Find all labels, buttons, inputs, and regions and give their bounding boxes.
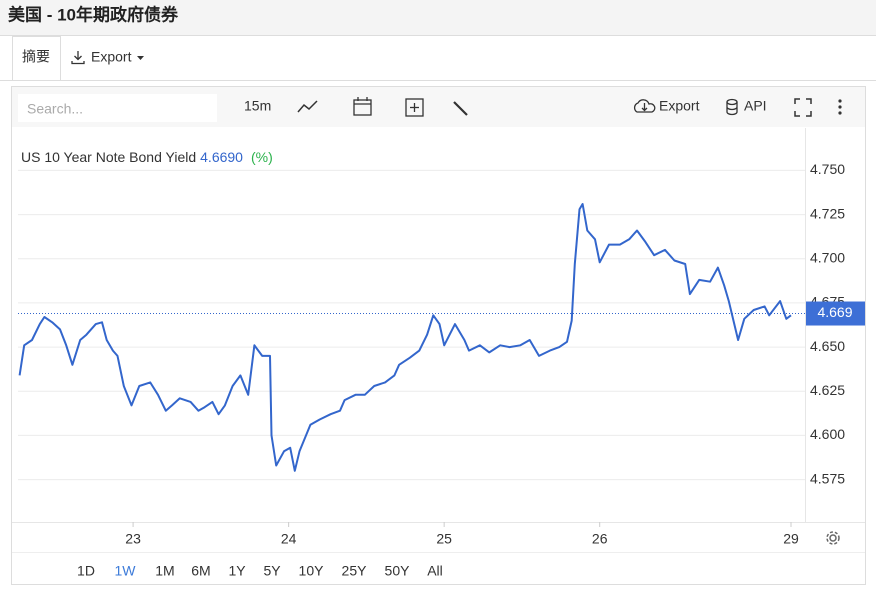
range-button[interactable]: 1M [155,563,174,579]
settings-tool-icon[interactable] [453,101,468,116]
dropdown-caret[interactable] [137,56,144,60]
add-indicator-icon[interactable] [405,98,424,117]
export-button[interactable]: Export [659,98,700,114]
search-input[interactable] [18,94,217,122]
api-button[interactable]: API [744,98,767,114]
current-price-box [806,301,865,326]
interval-button[interactable]: 15m [244,98,271,114]
y-tick-label: 4.625 [810,382,845,398]
range-button[interactable]: 10Y [299,563,325,579]
header-bar [0,0,876,35]
range-button[interactable]: 50Y [385,563,411,579]
download-icon[interactable] [71,51,85,65]
export-icon[interactable] [633,99,656,113]
calendar-icon[interactable] [353,97,372,116]
range-buttons: 1D 1W 1M 6M 1Y 5Y 10Y 25Y 50Y All [77,563,443,579]
y-tick-label: 4.600 [810,426,845,442]
series-line [18,203,792,472]
gear-icon[interactable] [826,531,840,545]
y-tick-label: 4.650 [810,338,845,354]
x-tick-label: 26 [592,531,608,547]
tab-summary[interactable] [12,36,61,81]
x-tick-label: 29 [783,531,799,547]
range-button[interactable]: All [427,563,443,579]
series-name: US 10 Year Note Bond Yield [21,149,196,165]
range-button[interactable]: 5Y [263,563,281,579]
plot: 4.5754.6004.6254.6504.6754.7004.7254.750… [18,161,865,547]
y-tick-label: 4.725 [810,205,845,221]
range-button[interactable]: 25Y [342,563,368,579]
x-tick-label: 24 [281,531,297,547]
current-price-label: 4.669 [817,304,852,320]
y-tick-label: 4.700 [810,249,845,265]
legend-unit: (%) [251,149,273,165]
search-placeholder[interactable]: Search... [27,101,83,117]
tab-label[interactable]: 摘要 [22,49,50,65]
api-icon[interactable] [726,98,738,116]
range-button[interactable]: 1D [77,563,95,579]
x-tick-label: 23 [125,531,141,547]
range-button[interactable]: 6M [191,563,210,579]
legend-value: 4.6690 [200,149,243,165]
fullscreen-icon[interactable] [794,98,812,117]
more-icon[interactable] [838,99,842,115]
legend-series: US 10 Year Note Bond Yield 4.6690 (%) [21,149,273,165]
page-title: 美国 - 10年期政府债券 [8,4,179,24]
chart-type-icon[interactable] [297,100,318,113]
range-button[interactable]: 1Y [228,563,246,579]
y-tick-label: 4.750 [810,161,845,177]
tab-label[interactable]: Export [91,49,132,65]
y-tick-label: 4.575 [810,470,845,486]
chart-widget [11,86,866,585]
x-tick-label: 25 [436,531,452,547]
range-button[interactable]: 1W [115,563,137,579]
